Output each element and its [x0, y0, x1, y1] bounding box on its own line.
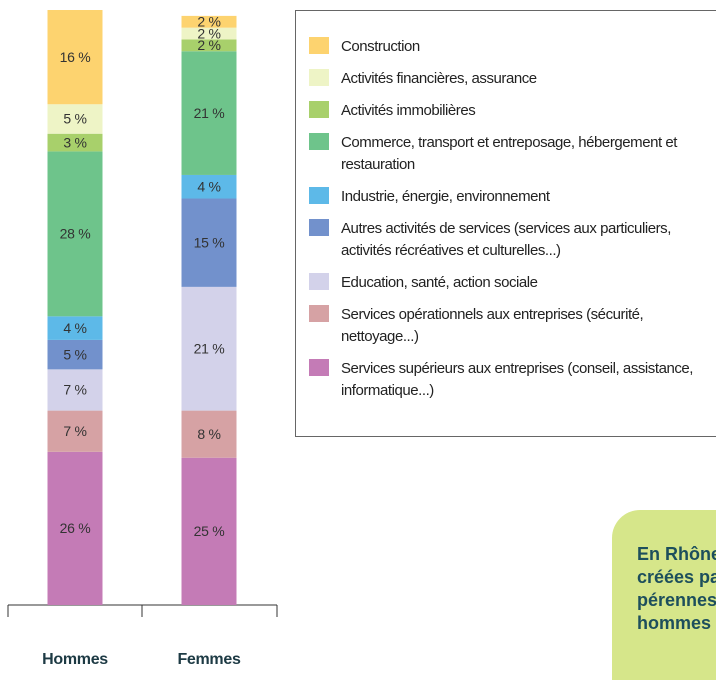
legend-swatch: [309, 273, 329, 290]
legend-label: Autres activités de services (services a…: [341, 220, 671, 259]
data-label: 7 %: [63, 423, 86, 439]
bar-segment: [181, 174, 237, 199]
legend-label: Activités immobilières: [341, 102, 476, 119]
legend-item: Services opérationnels aux entreprises (…: [309, 304, 716, 348]
data-label: 4 %: [63, 320, 86, 336]
data-label: 2 %: [197, 37, 220, 53]
legend-swatch: [309, 359, 329, 376]
bar-segment: [47, 451, 103, 605]
data-label: 26 %: [60, 520, 91, 536]
data-label: 21 %: [194, 105, 225, 121]
bar-segment: [47, 151, 103, 317]
bar-segment: [181, 286, 237, 411]
data-label: 3 %: [63, 134, 86, 150]
bar-segment: [47, 316, 103, 340]
bar-segment: [47, 410, 103, 452]
data-label: 15 %: [194, 234, 225, 250]
legend-label: Services opérationnels aux entreprises (…: [341, 306, 644, 345]
callout-line: hommes: [637, 613, 712, 633]
bar-segment: [181, 15, 237, 28]
data-label: 8 %: [197, 426, 220, 442]
x-tick-label: Hommes: [42, 651, 108, 668]
legend-item: Industrie, énergie, environnement: [309, 186, 716, 208]
bar-segment: [47, 369, 103, 411]
data-label: 4 %: [197, 178, 220, 194]
legend: Construction Activités financières, assur…: [295, 10, 716, 437]
bar-segment: [47, 104, 103, 134]
legend-item: Construction: [309, 36, 716, 58]
data-label: 25 %: [194, 523, 225, 539]
legend-swatch: [309, 101, 329, 118]
legend-label: Services supérieurs aux entreprises (con…: [341, 360, 694, 399]
legend-label: Education, santé, action sociale: [341, 274, 538, 291]
legend-swatch: [309, 133, 329, 150]
data-label: 16 %: [60, 49, 91, 65]
legend-label: Commerce, transport et entreposage, hébe…: [341, 134, 678, 173]
callout-line: créées par des fe: [637, 567, 716, 587]
legend-item: Activités immobilières: [309, 100, 716, 122]
data-label: 28 %: [60, 226, 91, 242]
data-label: 21 %: [194, 340, 225, 356]
bar-segment: [47, 10, 103, 105]
legend-item: Services supérieurs aux entreprises (con…: [309, 358, 716, 402]
legend-label: Construction: [341, 38, 420, 55]
legend-swatch: [309, 69, 329, 86]
bar-segment: [181, 51, 237, 175]
legend-swatch: [309, 305, 329, 322]
data-label: 2 %: [197, 13, 220, 29]
legend-swatch: [309, 187, 329, 204]
legend-swatch: [309, 37, 329, 54]
legend-item: Activités financières, assurance: [309, 68, 716, 90]
legend-label: Industrie, énergie, environnement: [341, 188, 550, 205]
bar-segment: [47, 133, 103, 152]
callout-line: En Rhône-Alpes,: [637, 544, 716, 564]
data-label: 5 %: [63, 111, 86, 127]
bar-segment: [181, 39, 237, 52]
callout: En Rhône-Alpes, créées par des fe pérennes…: [612, 510, 716, 680]
bar-segment: [47, 339, 103, 370]
data-label: 7 %: [63, 382, 86, 398]
callout-line: pérennes que cel: [637, 590, 716, 610]
legend-item: Education, santé, action sociale: [309, 272, 716, 294]
data-label: 2 %: [197, 25, 220, 41]
legend-swatch: [309, 219, 329, 236]
bar-segment: [181, 198, 237, 287]
x-tick-label: Femmes: [177, 651, 241, 668]
bar-segment: [181, 457, 237, 605]
legend-item: Commerce, transport et entreposage, hébe…: [309, 132, 716, 176]
bar-segment: [181, 27, 237, 40]
bar-segment: [181, 410, 237, 458]
legend-label: Activités financières, assurance: [341, 70, 537, 87]
data-label: 5 %: [63, 346, 86, 362]
legend-item: Autres activités de services (services a…: [309, 218, 716, 262]
